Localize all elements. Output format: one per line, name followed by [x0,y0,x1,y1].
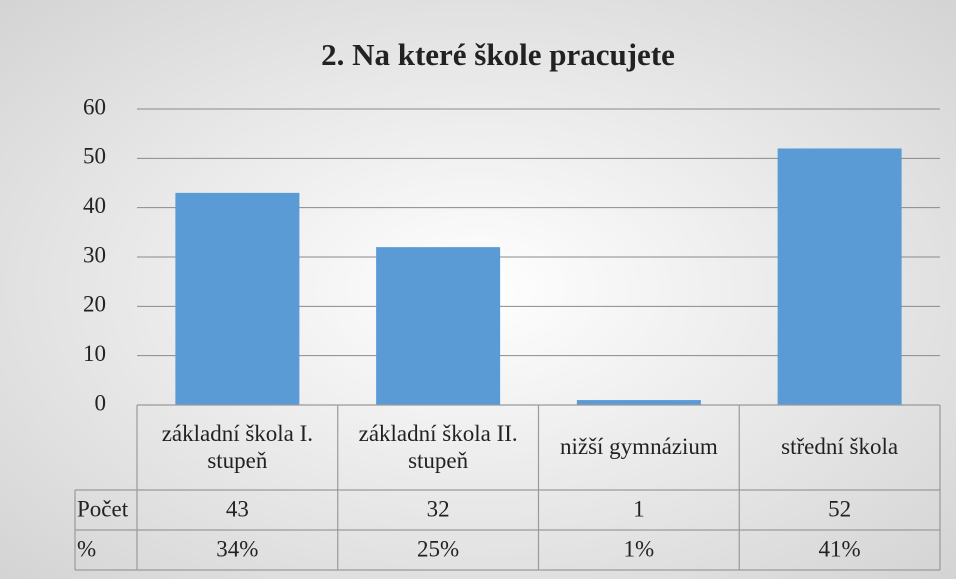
row-label: % [77,536,96,561]
y-tick-label: 20 [83,292,106,317]
category-cell: základní škola I. stupeň [161,421,314,473]
category-cell: základní škola II. stupeň [358,421,518,473]
category-cell: střední škola [781,434,899,460]
table-percent: 1% [624,536,655,561]
table-value: 43 [226,496,249,521]
x-tick-label: střední škola [781,434,899,460]
bar [376,247,501,405]
table-value: 52 [828,496,851,521]
table-value: 1 [633,496,645,521]
y-tick-label: 60 [83,94,106,119]
bar [175,192,300,405]
y-tick-label: 30 [83,242,106,267]
y-tick-label: 40 [83,193,106,218]
bar [576,400,701,405]
x-tick-label: nižší gymnázium [559,434,718,460]
x-tick-label: základní škola I. stupeň [161,421,314,473]
y-tick-label: 50 [83,144,106,169]
x-tick-label: základní škola II. stupeň [358,421,518,473]
legend-label: Počet [77,496,129,521]
chart-title: 2. Na které škole pracujete [321,37,675,72]
table-value: 32 [427,496,450,521]
table-percent: 25% [417,536,459,561]
table-percent: 41% [819,536,861,561]
table-percent: 34% [216,536,258,561]
y-tick-label: 0 [95,390,107,415]
bar [777,148,902,405]
category-cell: nižší gymnázium [559,434,718,460]
y-tick-label: 10 [83,341,106,366]
